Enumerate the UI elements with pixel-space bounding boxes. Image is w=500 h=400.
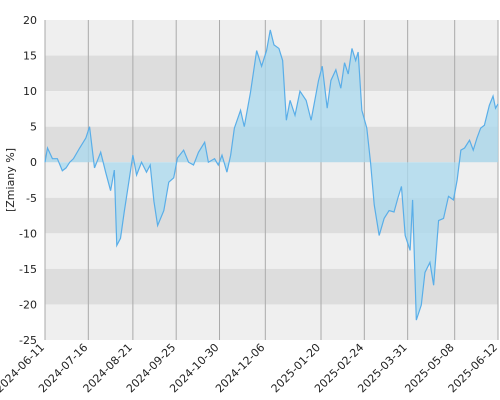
y-axis-label: [Zmiany %] (4, 148, 17, 212)
line (44, 29, 499, 321)
area-fill (45, 29, 498, 321)
y-tick-label: -25 (19, 334, 37, 347)
plot (44, 29, 499, 321)
y-tick-label: 20 (23, 14, 37, 27)
y-tick-label: -5 (26, 192, 37, 205)
grid-band (45, 304, 498, 340)
y-tick-label: 5 (30, 121, 37, 134)
y-tick-label: -10 (19, 227, 37, 240)
y-tick-label: 0 (30, 156, 37, 169)
y-tick-label: 10 (23, 85, 37, 98)
y-tick-label: -20 (19, 298, 37, 311)
x-tick-label: 2024-12-06 (213, 341, 267, 395)
y-tick-label: -15 (19, 263, 37, 276)
grid-band (45, 268, 498, 305)
y-tick-label: 15 (23, 50, 37, 63)
